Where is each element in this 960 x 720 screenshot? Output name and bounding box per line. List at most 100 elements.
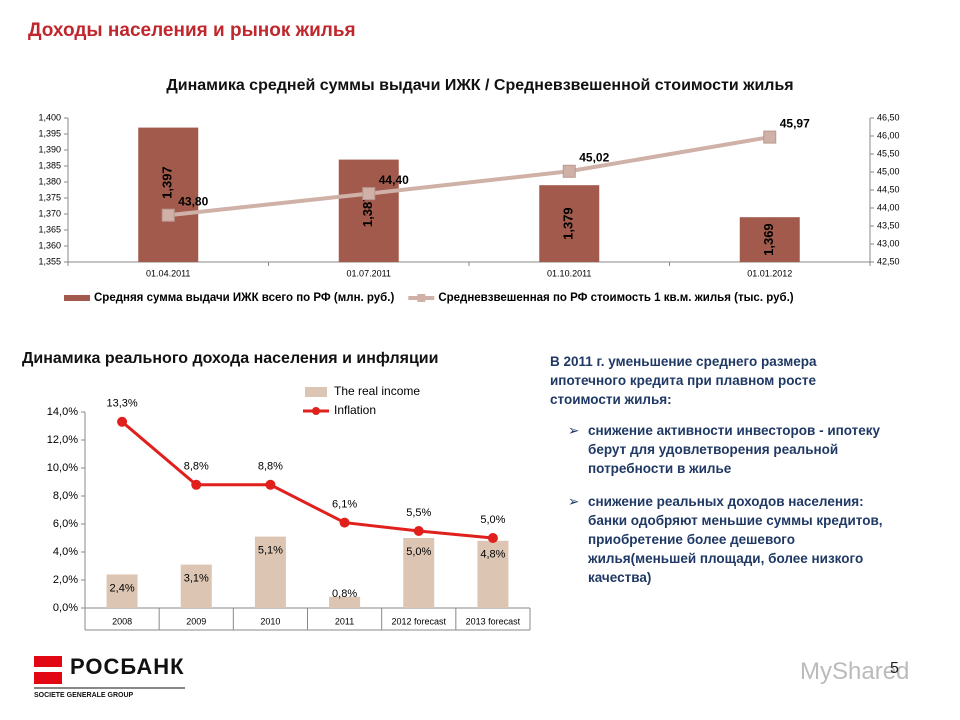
legend-label: Средняя сумма выдачи ИЖК всего по РФ (мл… — [94, 292, 394, 304]
x-tick-label: 01.01.2012 — [747, 268, 792, 278]
bar-value-label: 1,387 — [360, 195, 375, 228]
legend-marker — [312, 407, 320, 415]
marker — [191, 479, 202, 490]
legend-marker — [417, 294, 426, 302]
y2-tick-label: 44,00 — [877, 202, 900, 212]
x-tick-label: 2012 forecast — [391, 616, 446, 626]
y-tick-label: 6,0% — [53, 518, 78, 530]
y-tick-label: 14,0% — [47, 406, 78, 418]
line-value-label: 8,8% — [184, 461, 209, 473]
text-block: В 2011 г. уменьшение среднего размера ип… — [550, 352, 890, 601]
bar — [329, 596, 361, 608]
bar — [403, 538, 435, 608]
legend-label: The real income — [334, 384, 420, 398]
bar-value-label: 1,379 — [561, 207, 576, 240]
bar — [138, 127, 199, 262]
bar-value-label: 5,0% — [406, 546, 431, 558]
bar-value-label: 2,4% — [110, 582, 135, 594]
y-tick-label: 1,395 — [38, 128, 61, 138]
y-tick-label: 1,390 — [38, 144, 61, 154]
y2-tick-label: 43,00 — [877, 238, 900, 248]
bar — [180, 564, 212, 608]
x-tick-label: 01.07.2011 — [347, 268, 391, 278]
x-tick-label: 2011 — [335, 616, 354, 626]
marker — [339, 517, 350, 528]
marker — [562, 164, 576, 178]
x-tick-label: 2013 forecast — [466, 616, 521, 626]
chart-title: Динамика средней суммы выдачи ИЖК / Сред… — [166, 77, 794, 94]
chart-title: Динамика реального дохода населения и ин… — [22, 350, 439, 367]
line-value-label: 5,0% — [480, 514, 505, 526]
watermark: MyShared — [800, 658, 910, 685]
marker — [161, 208, 175, 222]
x-tick-label: 2008 — [112, 616, 132, 626]
line-value-label: 43,80 — [178, 194, 208, 208]
y-tick-label: 1,355 — [38, 256, 61, 266]
y-tick-label: 1,365 — [38, 224, 61, 234]
bar — [338, 159, 399, 262]
brand: РОСБАНК — [70, 654, 185, 679]
y2-tick-label: 46,00 — [877, 130, 900, 140]
bar-value-label: 4,8% — [480, 549, 505, 561]
line-value-label: 44,40 — [379, 173, 409, 187]
line-value-label: 13,3% — [106, 398, 137, 410]
y2-tick-label: 43,50 — [877, 220, 900, 230]
y-tick-label: 8,0% — [53, 490, 78, 502]
marker — [362, 187, 376, 201]
line-value-label: 6,1% — [332, 499, 357, 511]
bar-value-label: 1,369 — [761, 223, 776, 256]
bar — [477, 540, 509, 608]
line-value-label: 5,5% — [406, 507, 431, 519]
y2-tick-label: 44,50 — [877, 184, 900, 194]
bar — [106, 574, 138, 608]
bar — [739, 217, 800, 262]
y-tick-label: 1,380 — [38, 176, 61, 186]
y-tick-label: 1,370 — [38, 208, 61, 218]
y-tick-label: 1,360 — [38, 240, 61, 250]
bullet: снижение активности инвесторов - ипотеку… — [568, 421, 890, 478]
line — [168, 135, 771, 218]
bar-value-label: 5,1% — [258, 545, 283, 557]
y-tick-label: 12,0% — [47, 434, 78, 446]
marker — [265, 479, 276, 490]
y-tick-label: 2,0% — [53, 574, 78, 586]
line-value-label: 45,02 — [579, 150, 609, 164]
logo-stripe — [34, 667, 62, 672]
line-value-label: 8,8% — [258, 461, 283, 473]
marker — [487, 533, 498, 543]
bar — [254, 536, 286, 608]
legend-swatch — [305, 387, 327, 397]
line-value-label: 45,97 — [780, 116, 810, 130]
bullet-list: снижение активности инвесторов - ипотеку… — [568, 421, 890, 587]
y2-tick-label: 45,50 — [877, 148, 900, 158]
slide-title: Доходы населения и рынок жилья — [28, 20, 356, 41]
text-heading: В 2011 г. уменьшение среднего размера ип… — [550, 354, 817, 407]
bar-value-label: 0,8% — [332, 588, 357, 600]
y-tick-label: 1,375 — [38, 192, 61, 202]
line — [121, 420, 494, 540]
x-tick-label: 2010 — [260, 616, 280, 626]
brand-group: SOCIETE GENERALE GROUP — [34, 692, 134, 699]
x-tick-label: 2009 — [186, 616, 206, 626]
y2-tick-label: 46,50 — [877, 112, 900, 122]
bar — [539, 185, 600, 262]
bar-value-label: 1,397 — [160, 166, 175, 199]
marker — [413, 526, 424, 536]
y2-tick-label: 42,50 — [877, 256, 900, 266]
page-number: 5 — [890, 660, 899, 677]
x-tick-label: 01.04.2011 — [146, 268, 190, 278]
bullet: снижение реальных доходов населения: бан… — [568, 492, 890, 587]
bar-value-label: 3,1% — [184, 573, 209, 585]
y2-tick-label: 45,00 — [877, 166, 900, 176]
marker — [117, 416, 128, 427]
marker — [763, 130, 777, 144]
y-tick-label: 1,400 — [38, 112, 61, 122]
y-tick-label: 10,0% — [47, 462, 78, 474]
y-tick-label: 1,385 — [38, 160, 61, 170]
legend-label: Средневзвешенная по РФ стоимость 1 кв.м.… — [438, 292, 793, 304]
y-tick-label: 0,0% — [53, 602, 78, 614]
y-tick-label: 4,0% — [53, 546, 78, 558]
legend-label: Inflation — [334, 403, 376, 417]
